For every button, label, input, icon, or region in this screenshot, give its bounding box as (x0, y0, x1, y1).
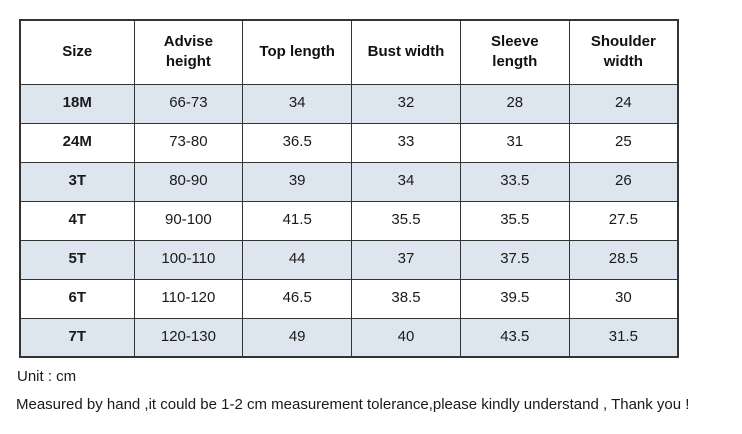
header-advise-height: Advise height (133, 19, 244, 85)
size-cell: 5T (19, 239, 135, 280)
size-cell: 4T (19, 200, 135, 241)
size-chart-table: Size Advise height Top length Bust width… (19, 19, 679, 358)
bust-width-cell: 35.5 (351, 200, 461, 241)
sleeve-length-cell: 39.5 (459, 278, 570, 319)
advise-height-cell: 73-80 (133, 122, 244, 163)
shoulder-width-cell: 24 (568, 83, 679, 124)
top-length-cell: 36.5 (242, 122, 353, 163)
tolerance-note: Measured by hand ,it could be 1-2 cm mea… (16, 396, 690, 413)
top-length-cell: 41.5 (242, 200, 353, 241)
size-cell: 3T (19, 161, 135, 202)
shoulder-width-cell: 25 (568, 122, 679, 163)
bust-width-cell: 32 (351, 83, 461, 124)
size-cell: 7T (19, 317, 135, 358)
shoulder-width-cell: 27.5 (568, 200, 679, 241)
top-length-cell: 39 (242, 161, 353, 202)
top-length-cell: 49 (242, 317, 353, 358)
table-row-18m: 18M 66-73 34 32 28 24 (19, 83, 679, 124)
advise-height-cell: 110-120 (133, 278, 244, 319)
table-row-24m: 24M 73-80 36.5 33 31 25 (19, 122, 679, 163)
bust-width-cell: 37 (351, 239, 461, 280)
table-row-3t: 3T 80-90 39 34 33.5 26 (19, 161, 679, 202)
top-length-cell: 46.5 (242, 278, 353, 319)
advise-height-cell: 90-100 (133, 200, 244, 241)
header-row: Size Advise height Top length Bust width… (19, 19, 679, 85)
table-row-6t: 6T 110-120 46.5 38.5 39.5 30 (19, 278, 679, 319)
shoulder-width-cell: 31.5 (568, 317, 679, 358)
bust-width-cell: 33 (351, 122, 461, 163)
header-top-length: Top length (242, 19, 353, 85)
header-bust-width: Bust width (351, 19, 461, 85)
shoulder-width-cell: 26 (568, 161, 679, 202)
shoulder-width-cell: 28.5 (568, 239, 679, 280)
table-row-7t: 7T 120-130 49 40 43.5 31.5 (19, 317, 679, 358)
table-row-5t: 5T 100-110 44 37 37.5 28.5 (19, 239, 679, 280)
header-shoulder-width: Shoulder width (568, 19, 679, 85)
sleeve-length-cell: 31 (459, 122, 570, 163)
size-cell: 6T (19, 278, 135, 319)
header-size: Size (19, 19, 135, 85)
top-length-cell: 44 (242, 239, 353, 280)
advise-height-cell: 120-130 (133, 317, 244, 358)
header-sleeve-length: Sleeve length (459, 19, 570, 85)
advise-height-cell: 66-73 (133, 83, 244, 124)
sleeve-length-cell: 35.5 (459, 200, 570, 241)
bust-width-cell: 40 (351, 317, 461, 358)
sleeve-length-cell: 33.5 (459, 161, 570, 202)
unit-note: Unit : cm (17, 368, 77, 385)
size-cell: 24M (19, 122, 135, 163)
sleeve-length-cell: 28 (459, 83, 570, 124)
sleeve-length-cell: 43.5 (459, 317, 570, 358)
advise-height-cell: 100-110 (133, 239, 244, 280)
sleeve-length-cell: 37.5 (459, 239, 570, 280)
advise-height-cell: 80-90 (133, 161, 244, 202)
size-cell: 18M (19, 83, 135, 124)
bust-width-cell: 34 (351, 161, 461, 202)
shoulder-width-cell: 30 (568, 278, 679, 319)
top-length-cell: 34 (242, 83, 353, 124)
bust-width-cell: 38.5 (351, 278, 461, 319)
table-row-4t: 4T 90-100 41.5 35.5 35.5 27.5 (19, 200, 679, 241)
